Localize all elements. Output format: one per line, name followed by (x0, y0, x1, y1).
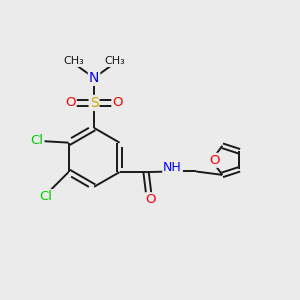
Text: CH₃: CH₃ (104, 56, 125, 66)
Text: O: O (209, 154, 219, 167)
Text: NH: NH (163, 161, 182, 175)
Text: Cl: Cl (39, 190, 52, 203)
Text: O: O (65, 96, 76, 110)
Text: Cl: Cl (31, 134, 44, 147)
Text: N: N (89, 71, 99, 85)
Text: O: O (145, 193, 156, 206)
Text: S: S (90, 96, 98, 110)
Text: CH₃: CH₃ (63, 56, 84, 66)
Text: O: O (112, 96, 123, 110)
